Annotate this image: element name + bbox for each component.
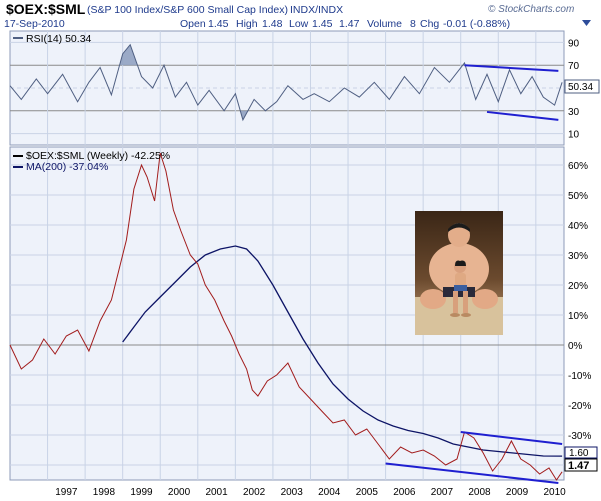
percent-tick-label: 40%: [568, 221, 588, 232]
legend-label-ma: MA(200) -37.04%: [26, 161, 108, 173]
chart-header: $OEX:$SML (S&P 100 Index/S&P 600 Small C…: [4, 1, 591, 30]
year-tick-label: 1999: [130, 487, 153, 498]
symbol-description: (S&P 100 Index/S&P 600 Small Cap Index): [87, 4, 288, 16]
year-tick-label: 2009: [506, 487, 529, 498]
price-axis-labels: 60%50%40%30%20%10%0%-10%-20%-30%-40%: [568, 161, 591, 472]
wrestler-right-leg: [472, 289, 498, 309]
rsi-tick-label: 10: [568, 130, 580, 141]
symbol-title: $OEX:$SML: [6, 1, 86, 17]
year-tick-label: 2005: [356, 487, 379, 498]
percent-tick-label: -10%: [568, 371, 591, 382]
child-mawashi: [454, 285, 467, 291]
percent-tick-label: 50%: [568, 191, 588, 202]
rsi-panel: 90 70 30 10 50.34 RSI(14) 50.34: [9, 30, 600, 146]
rsi-year-gridlines: [47, 31, 537, 145]
exchange-label: INDX/INDX: [290, 4, 343, 16]
quote-close-value: 1.47: [339, 18, 360, 30]
quote-chg-label: Chg: [420, 18, 439, 30]
percent-tick-label: -20%: [568, 401, 591, 412]
price-panel: 60%50%40%30%20%10%0%-10%-20%-30%-40% 199…: [9, 146, 598, 498]
quote-volume-value: 8: [410, 18, 416, 30]
rsi-trendline-0: [464, 64, 559, 72]
ratio-series-line: [9, 152, 563, 481]
quote-open-value: 1.45: [208, 18, 229, 30]
wrestler-head: [448, 223, 470, 247]
quote-volume-label: Volume: [367, 18, 402, 30]
percent-tick-label: 30%: [568, 251, 588, 262]
year-tick-label: 2008: [468, 487, 491, 498]
percent-tick-label: 10%: [568, 311, 588, 322]
percent-tick-label: 0%: [568, 341, 583, 352]
quote-low-value: 1.45: [312, 18, 333, 30]
child-right-foot: [461, 313, 471, 317]
year-tick-label: 2001: [205, 487, 228, 498]
percent-tick-label: 20%: [568, 281, 588, 292]
year-tick-label: 2010: [543, 487, 566, 498]
rsi-value-badge: 50.34: [568, 82, 593, 93]
rsi-value-badge-frame: [564, 79, 600, 94]
wrestler-hair: [448, 223, 470, 232]
chart-date: 17-Sep-2010: [4, 18, 65, 30]
price-trendline-1: [385, 462, 559, 484]
year-tick-label: 2004: [318, 487, 341, 498]
child-left-leg: [453, 291, 458, 313]
year-tick-label: 2000: [168, 487, 191, 498]
wrestler-left-leg: [420, 289, 446, 309]
price-trendline-0: [460, 431, 563, 445]
rsi-series-line: [9, 43, 563, 122]
percent-tick-label: 60%: [568, 161, 588, 172]
quote-low-label: Low: [289, 18, 309, 30]
ma-value-badge-frame: [564, 446, 598, 459]
quote-high-value: 1.48: [262, 18, 283, 30]
brand-watermark: © StockCharts.com: [488, 4, 574, 15]
price-gridlines: [10, 164, 564, 466]
quote-high-label: High: [236, 18, 258, 30]
year-tick-label: 2003: [281, 487, 304, 498]
ma200-series-line: [122, 245, 563, 457]
quote-open-label: Open: [180, 18, 206, 30]
price-value-badge-frame: [564, 458, 598, 472]
rsi-trendline-1: [486, 110, 559, 121]
year-axis-labels: 1997 1998 1999 2000 2001 2002 2003 2004 2005 2006…: [55, 487, 566, 498]
legend-label-ratio: $OEX:$SML (Weekly) -42.25%: [26, 150, 170, 162]
year-tick-label: 1998: [93, 487, 116, 498]
price-trendlines: [385, 431, 563, 484]
rsi-oversold-fill: [240, 110, 248, 120]
year-tick-label: 1997: [55, 487, 78, 498]
year-tick-label: 2002: [243, 487, 266, 498]
child-right-leg: [463, 291, 468, 313]
year-tick-label: 2007: [431, 487, 454, 498]
chevron-down-icon[interactable]: [582, 20, 591, 26]
ma-value-badge: 1.60: [569, 448, 589, 459]
sumo-photo: [415, 211, 503, 335]
price-value-badge: 1.47: [568, 460, 589, 472]
quote-chg-value: -0.01 (-0.88%): [443, 18, 510, 30]
child-left-foot: [450, 313, 460, 317]
rsi-axis-labels: 90 70 30 10: [568, 38, 580, 140]
year-tick-label: 2006: [393, 487, 416, 498]
rsi-tick-label: 90: [568, 38, 580, 49]
child-hair: [455, 260, 466, 266]
rsi-tick-label: 70: [568, 61, 580, 72]
wrestler-mawashi: [443, 287, 475, 297]
rsi-tick-label: 30: [568, 107, 580, 118]
rsi-legend-label: RSI(14) 50.34: [26, 33, 92, 45]
percent-tick-label: -30%: [568, 431, 591, 442]
rsi-trendlines: [464, 64, 559, 121]
